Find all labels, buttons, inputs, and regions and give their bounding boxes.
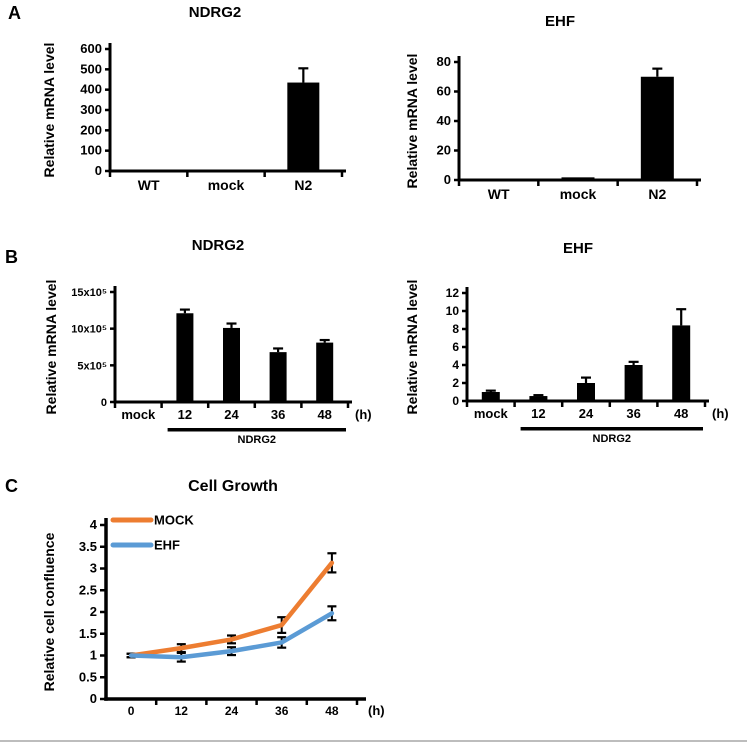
svg-text:12: 12 bbox=[531, 406, 545, 421]
svg-text:NDRG2: NDRG2 bbox=[238, 434, 277, 446]
svg-text:2.5: 2.5 bbox=[79, 582, 97, 597]
svg-text:20: 20 bbox=[437, 143, 451, 158]
svg-text:0.5: 0.5 bbox=[79, 669, 97, 684]
svg-text:N2: N2 bbox=[648, 186, 666, 202]
svg-text:600: 600 bbox=[80, 41, 102, 56]
svg-text:mock: mock bbox=[208, 177, 245, 193]
svg-text:3.5: 3.5 bbox=[79, 539, 97, 554]
svg-text:0: 0 bbox=[444, 172, 451, 187]
svg-text:Relative mRNA level: Relative mRNA level bbox=[43, 280, 59, 415]
svg-text:500: 500 bbox=[80, 61, 102, 76]
svg-text:(h): (h) bbox=[355, 407, 372, 422]
panel-label-b: B bbox=[5, 247, 19, 267]
svg-text:10x10⁵: 10x10⁵ bbox=[71, 324, 107, 336]
bar-chart-ehf-overexpression: 0 20 40 60 80 WT mock N2 Relative mRNA level bbox=[404, 54, 701, 202]
svg-text:1.5: 1.5 bbox=[79, 626, 97, 641]
svg-text:Relative mRNA level: Relative mRNA level bbox=[404, 280, 420, 415]
svg-text:80: 80 bbox=[437, 54, 451, 69]
svg-text:EHF: EHF bbox=[154, 538, 180, 553]
svg-text:5x10⁵: 5x10⁵ bbox=[77, 360, 107, 372]
svg-text:40: 40 bbox=[437, 113, 451, 128]
svg-text:24: 24 bbox=[224, 407, 239, 422]
svg-text:0: 0 bbox=[90, 691, 97, 706]
svg-text:Relative cell confluence: Relative cell confluence bbox=[41, 532, 57, 691]
svg-text:4: 4 bbox=[90, 517, 98, 532]
chart-title-ndrg2-overexpression: NDRG2 bbox=[188, 4, 242, 21]
svg-text:2: 2 bbox=[452, 376, 459, 390]
svg-text:4: 4 bbox=[452, 358, 459, 372]
svg-text:3: 3 bbox=[90, 561, 97, 576]
chart-title-ehf-overexpression: EHF bbox=[545, 13, 575, 30]
svg-text:8: 8 bbox=[452, 322, 459, 336]
svg-text:MOCK: MOCK bbox=[154, 513, 194, 528]
svg-text:12: 12 bbox=[446, 286, 460, 300]
svg-text:48: 48 bbox=[317, 407, 331, 422]
panel-label-a: A bbox=[8, 3, 22, 23]
svg-text:60: 60 bbox=[437, 84, 451, 99]
bar-chart-ndrg2-timecourse: 0 5x10⁵ 10x10⁵ 15x10⁵ mock 12 24 36 48 (h) NDRG2 Re… bbox=[43, 280, 372, 446]
svg-text:100: 100 bbox=[80, 143, 102, 158]
svg-text:400: 400 bbox=[80, 82, 102, 97]
chart-title-cell-growth: Cell Growth bbox=[188, 478, 278, 495]
svg-text:36: 36 bbox=[626, 406, 640, 421]
svg-text:10: 10 bbox=[446, 304, 460, 318]
chart-title-ehf-timecourse: EHF bbox=[563, 240, 593, 257]
svg-text:0: 0 bbox=[452, 394, 459, 408]
svg-text:6: 6 bbox=[452, 340, 459, 354]
svg-text:WT: WT bbox=[138, 177, 160, 193]
svg-text:(h): (h) bbox=[712, 406, 729, 421]
svg-text:24: 24 bbox=[579, 406, 594, 421]
svg-text:12: 12 bbox=[175, 704, 189, 718]
svg-text:15x10⁵: 15x10⁵ bbox=[71, 287, 107, 299]
svg-text:mock: mock bbox=[560, 186, 597, 202]
svg-text:200: 200 bbox=[80, 122, 102, 137]
svg-text:N2: N2 bbox=[294, 177, 312, 193]
svg-text:WT: WT bbox=[488, 186, 510, 202]
svg-text:36: 36 bbox=[275, 704, 289, 718]
svg-text:Relative mRNA level: Relative mRNA level bbox=[404, 54, 420, 189]
line-chart-cell-growth: 0 0.5 1 1.5 2 2.5 3 3.5 4 0 12 24 36 48 (h) MOCK EHF Rela… bbox=[41, 513, 385, 719]
svg-text:0: 0 bbox=[101, 397, 107, 409]
svg-text:mock: mock bbox=[121, 407, 156, 422]
svg-text:2: 2 bbox=[90, 604, 97, 619]
svg-text:12: 12 bbox=[178, 407, 192, 422]
svg-text:0: 0 bbox=[128, 704, 135, 718]
svg-text:300: 300 bbox=[80, 102, 102, 117]
chart-title-ndrg2-timecourse: NDRG2 bbox=[191, 237, 245, 254]
bar-chart-ndrg2-overexpression: 0 100 200 300 400 500 600 WT mock N2 Relative mRNA… bbox=[41, 41, 346, 193]
svg-text:NDRG2: NDRG2 bbox=[593, 433, 632, 445]
svg-text:(h): (h) bbox=[368, 703, 385, 718]
svg-text:Relative mRNA level: Relative mRNA level bbox=[41, 43, 57, 178]
svg-text:mock: mock bbox=[474, 406, 509, 421]
panel-label-c: C bbox=[5, 476, 19, 496]
svg-text:48: 48 bbox=[674, 406, 688, 421]
svg-text:48: 48 bbox=[325, 704, 339, 718]
svg-text:1: 1 bbox=[90, 648, 97, 663]
svg-text:24: 24 bbox=[225, 704, 239, 718]
svg-text:0: 0 bbox=[95, 163, 102, 178]
svg-text:36: 36 bbox=[271, 407, 285, 422]
figure-bottom-border bbox=[0, 740, 747, 742]
